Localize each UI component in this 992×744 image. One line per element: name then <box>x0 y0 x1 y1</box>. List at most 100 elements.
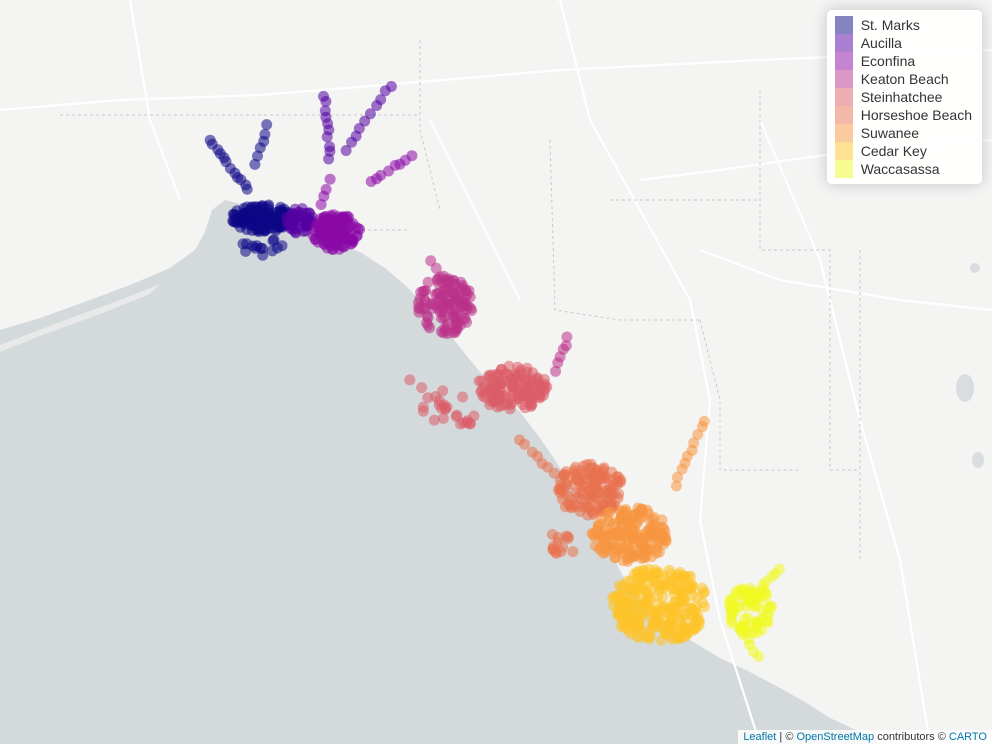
observation-point[interactable] <box>648 519 660 531</box>
observation-point[interactable] <box>552 531 564 543</box>
observation-point[interactable] <box>699 601 710 613</box>
observation-point[interactable] <box>234 221 246 233</box>
observation-point[interactable] <box>266 245 278 257</box>
observation-point[interactable] <box>365 176 377 187</box>
observation-point[interactable] <box>597 547 609 559</box>
observation-point[interactable] <box>679 595 691 607</box>
observation-point[interactable] <box>752 618 764 630</box>
leaflet-link[interactable]: Leaflet <box>743 731 777 743</box>
observation-point[interactable] <box>541 381 553 393</box>
observation-point[interactable] <box>557 541 569 553</box>
observation-point[interactable] <box>679 574 691 586</box>
observation-point[interactable] <box>340 145 352 156</box>
observation-point[interactable] <box>550 365 562 377</box>
observation-point[interactable] <box>431 288 443 299</box>
observation-point[interactable] <box>607 593 619 604</box>
observation-point[interactable] <box>254 202 266 214</box>
observation-point[interactable] <box>598 462 610 474</box>
observation-point[interactable] <box>521 362 533 374</box>
openstreetmap-link[interactable]: OpenStreetMap <box>796 731 875 743</box>
observation-point[interactable] <box>422 319 434 331</box>
observation-point[interactable] <box>600 529 612 541</box>
observation-point[interactable] <box>665 621 676 633</box>
carto-link[interactable]: CARTO <box>948 731 987 743</box>
observation-point[interactable] <box>452 294 464 306</box>
observation-point[interactable] <box>332 213 344 225</box>
observation-point[interactable] <box>276 240 288 252</box>
observation-point[interactable] <box>346 136 358 148</box>
observation-point[interactable] <box>318 190 330 202</box>
observation-point[interactable] <box>417 405 429 417</box>
observation-point[interactable] <box>247 219 259 231</box>
observation-point[interactable] <box>287 213 299 225</box>
observation-point[interactable] <box>241 183 253 195</box>
observation-point[interactable] <box>592 501 604 513</box>
observation-point[interactable] <box>437 412 449 424</box>
observation-point[interactable] <box>320 96 332 107</box>
observation-point[interactable] <box>563 498 575 510</box>
observation-point[interactable] <box>586 527 598 539</box>
observation-point[interactable] <box>649 527 660 539</box>
observation-point[interactable] <box>307 229 319 241</box>
observation-point[interactable] <box>570 487 582 499</box>
observation-point[interactable] <box>447 327 459 339</box>
observation-point[interactable] <box>639 569 651 581</box>
observation-point[interactable] <box>519 438 531 450</box>
observation-point[interactable] <box>571 475 583 486</box>
observation-point[interactable] <box>689 605 700 617</box>
observation-point[interactable] <box>651 606 663 618</box>
observation-point[interactable] <box>231 205 243 217</box>
observation-point[interactable] <box>404 374 416 386</box>
observation-point[interactable] <box>341 227 353 239</box>
observation-point[interactable] <box>630 624 642 636</box>
observation-point[interactable] <box>670 480 682 492</box>
observation-point[interactable] <box>440 278 452 290</box>
observation-point[interactable] <box>682 583 694 595</box>
observation-point[interactable] <box>578 469 590 481</box>
observation-point[interactable] <box>585 462 597 474</box>
observation-point[interactable] <box>379 85 391 97</box>
observation-point[interactable] <box>673 582 685 594</box>
observation-point[interactable] <box>371 100 383 111</box>
observation-point[interactable] <box>744 595 756 607</box>
observation-point[interactable] <box>625 530 637 542</box>
observation-point[interactable] <box>561 331 573 343</box>
observation-point[interactable] <box>451 409 463 421</box>
observation-point[interactable] <box>623 618 635 629</box>
observation-point[interactable] <box>581 490 593 502</box>
observation-point[interactable] <box>267 235 279 247</box>
observation-point[interactable] <box>526 393 538 405</box>
observation-point[interactable] <box>324 173 336 185</box>
observation-point[interactable] <box>457 391 469 403</box>
observation-point[interactable] <box>599 487 610 499</box>
observation-point[interactable] <box>562 531 574 543</box>
observation-point[interactable] <box>612 478 623 490</box>
observation-point[interactable] <box>552 484 564 496</box>
observation-point[interactable] <box>547 541 559 552</box>
observation-point[interactable] <box>257 243 269 254</box>
observation-point[interactable] <box>323 153 335 165</box>
observation-point[interactable] <box>641 544 653 556</box>
observation-point[interactable] <box>604 506 616 518</box>
observation-point[interactable] <box>464 418 476 430</box>
observation-point[interactable] <box>677 612 689 624</box>
observation-point[interactable] <box>602 515 614 527</box>
observation-point[interactable] <box>636 552 647 564</box>
observation-point[interactable] <box>653 615 664 627</box>
observation-point[interactable] <box>726 614 738 626</box>
observation-point[interactable] <box>727 593 739 605</box>
observation-point[interactable] <box>418 285 430 297</box>
observation-point[interactable] <box>765 600 777 612</box>
observation-point[interactable] <box>487 383 499 395</box>
observation-point[interactable] <box>416 382 428 394</box>
observation-point[interactable] <box>496 364 507 376</box>
observation-point[interactable] <box>529 379 541 390</box>
observation-point[interactable] <box>753 651 765 662</box>
observation-point[interactable] <box>668 597 680 609</box>
observation-point[interactable] <box>227 215 239 227</box>
observation-point[interactable] <box>254 142 266 154</box>
observation-point[interactable] <box>644 592 656 604</box>
observation-point[interactable] <box>630 517 642 529</box>
observation-point[interactable] <box>622 575 634 587</box>
